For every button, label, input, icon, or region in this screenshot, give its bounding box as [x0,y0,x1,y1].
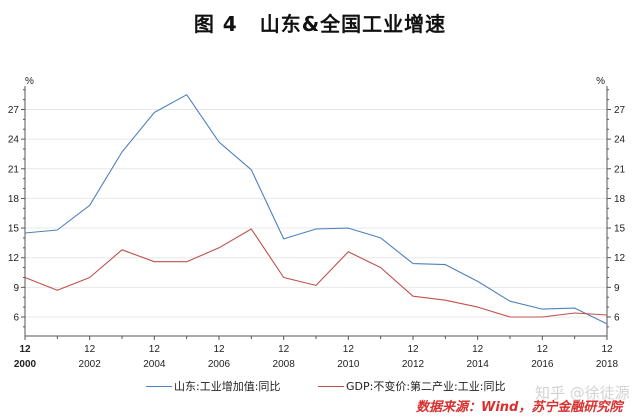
svg-text:12: 12 [601,344,613,355]
svg-text:6: 6 [13,312,19,323]
legend-swatch-blue-icon [146,385,172,387]
svg-text:24: 24 [614,135,626,146]
gridlines [25,109,607,318]
figure-label: 图 4 [193,12,238,36]
legend-item-national: GDP:不变价:第二产业:工业:同比 [318,378,505,394]
svg-text:2012: 2012 [402,359,425,370]
series-line-national [24,228,608,318]
svg-text:12: 12 [278,344,290,355]
svg-text:27: 27 [614,105,626,116]
svg-text:12: 12 [8,253,20,264]
svg-text:18: 18 [614,194,626,205]
svg-text:2018: 2018 [596,359,619,370]
svg-text:12: 12 [149,344,161,355]
svg-text:24: 24 [8,135,20,146]
svg-text:18: 18 [8,194,20,205]
svg-text:2000: 2000 [14,359,37,370]
svg-text:15: 15 [8,224,20,235]
svg-text:9: 9 [614,283,620,294]
svg-text:2008: 2008 [273,359,296,370]
svg-text:%: % [25,76,34,87]
svg-text:%: % [596,76,605,87]
svg-text:21: 21 [8,164,20,175]
legend-swatch-red-icon [318,385,344,387]
svg-text:2014: 2014 [467,359,490,370]
data-source: 数据来源：Wind，苏宁金融研究院 [416,400,623,415]
svg-text:12: 12 [343,344,355,355]
axes: % % 6 6 9 9 12 12 15 15 18 18 21 21 24 24 27 27 12 2000 12 20… [8,76,626,370]
svg-text:6: 6 [614,312,620,323]
watermark: 知乎 @徐徒源 [535,384,630,402]
svg-text:12: 12 [472,344,484,355]
svg-text:15: 15 [614,224,626,235]
legend-item-shandong: 山东:工业增加值:同比 [146,378,280,394]
svg-text:12: 12 [213,344,225,355]
svg-text:12: 12 [614,253,626,264]
svg-text:27: 27 [8,105,20,116]
data-lines [24,94,608,325]
svg-text:2010: 2010 [337,359,360,370]
svg-text:9: 9 [13,283,19,294]
svg-text:21: 21 [614,164,626,175]
svg-text:12: 12 [19,344,31,355]
svg-text:2004: 2004 [143,359,166,370]
svg-text:12: 12 [537,344,549,355]
svg-text:12: 12 [84,344,96,355]
title-text: 山东&全国工业增速 [259,12,447,36]
svg-text:2002: 2002 [79,359,102,370]
chart-title: 图 4 山东&全国工业增速 [0,8,640,37]
series-line-shandong [24,94,608,325]
legend-label-national: GDP:不变价:第二产业:工业:同比 [346,380,506,393]
svg-text:2006: 2006 [208,359,231,370]
svg-text:12: 12 [407,344,419,355]
svg-text:2016: 2016 [531,359,554,370]
legend-label-shandong: 山东:工业增加值:同比 [174,380,281,393]
